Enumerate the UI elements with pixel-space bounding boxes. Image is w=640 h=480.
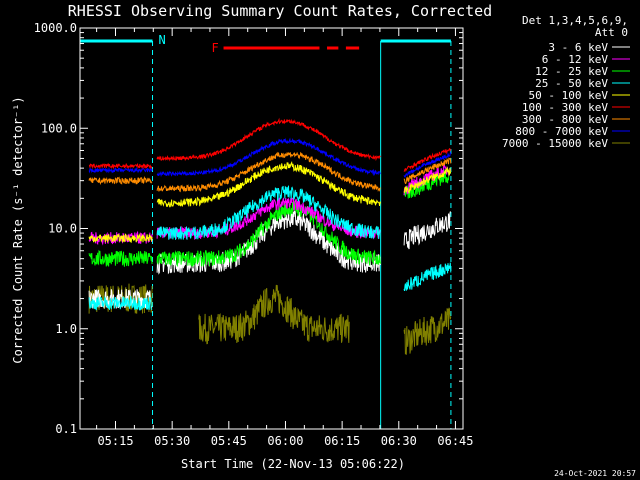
legend-entry: 50 - 100 keV — [529, 89, 609, 102]
legend-entry: 6 - 12 keV — [542, 53, 609, 66]
y-axis-label: Corrected Count Rate (s⁻¹ detector⁻¹) — [11, 96, 25, 363]
x-tick-label: 06:45 — [437, 434, 473, 448]
y-tick-label: 1000.0 — [34, 21, 77, 35]
series-layer — [88, 117, 452, 355]
night-label: N — [159, 33, 166, 47]
legend-entry: 25 - 50 keV — [535, 77, 608, 90]
series-line — [88, 151, 452, 193]
footer-date: 24-Oct-2021 20:57 — [554, 469, 636, 478]
x-axis: 05:15 05:30 05:45 06:00 06:15 06:30 06:45 — [96, 28, 474, 448]
legend-header: Det 1,3,4,5,6,9, — [522, 14, 628, 27]
legend-entry: 7000 - 15000 keV — [502, 137, 608, 150]
x-axis-label: Start Time (22-Nov-13 05:06:22) — [181, 457, 405, 471]
series-line — [88, 117, 452, 172]
series-line — [88, 185, 452, 311]
legend-entry: 100 - 300 keV — [522, 101, 608, 114]
y-tick-label: 10.0 — [48, 222, 77, 236]
x-tick-label: 05:30 — [154, 434, 190, 448]
y-tick-label: 1.0 — [55, 322, 77, 336]
legend-entry: 3 - 6 keV — [548, 41, 608, 54]
x-tick-label: 06:30 — [381, 434, 417, 448]
series-line — [88, 161, 452, 244]
y-axis: 0.1 1.0 10.0 100.0 1000.0 — [34, 21, 463, 436]
flare-intervals: F — [212, 41, 360, 55]
x-tick-label: 05:45 — [211, 434, 247, 448]
x-tick-label: 05:15 — [97, 434, 133, 448]
y-tick-label: 100.0 — [41, 121, 77, 135]
legend-entry: 800 - 7000 keV — [515, 125, 608, 138]
x-tick-label: 06:15 — [324, 434, 360, 448]
x-tick-label: 06:00 — [267, 434, 303, 448]
night-intervals: N — [80, 33, 452, 429]
legend-entry: 12 - 25 keV — [535, 65, 608, 78]
flare-label: F — [212, 41, 219, 55]
series-line — [88, 137, 452, 178]
legend-header: Att 0 — [595, 26, 628, 39]
legend-entry: 300 - 800 keV — [522, 113, 608, 126]
y-tick-label: 0.1 — [55, 422, 77, 436]
chart-title: RHESSI Observing Summary Count Rates, Co… — [68, 2, 492, 20]
